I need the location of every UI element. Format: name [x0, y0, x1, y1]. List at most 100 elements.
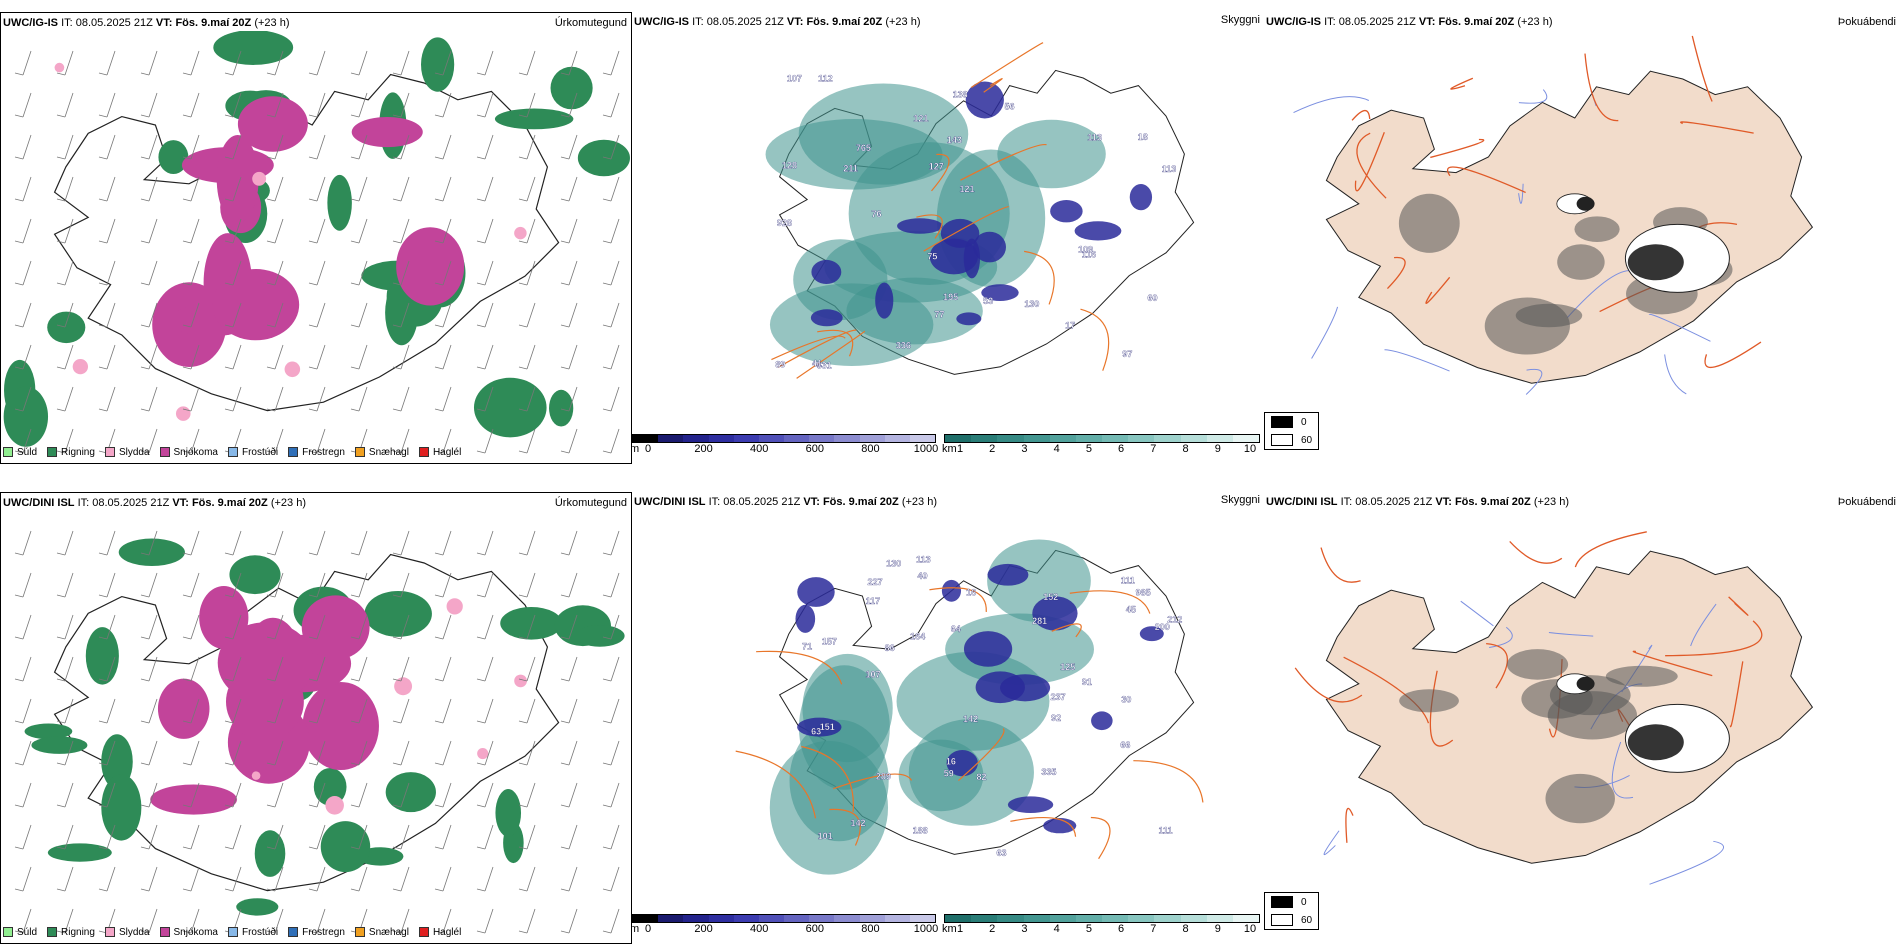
cloud-base-label: 281 — [1032, 616, 1047, 626]
wind-barb — [476, 218, 494, 244]
rain-area — [229, 555, 281, 595]
low-cloud-base-area — [973, 231, 1007, 263]
wind-barb — [182, 698, 200, 724]
wind-barb — [476, 656, 494, 682]
precip-panel-top: UWC/IG-IS IT: 08.05.2025 21Z VT: Fös. 9.… — [0, 12, 632, 464]
wind-barb — [392, 50, 410, 76]
wind-barb — [140, 656, 158, 682]
colorbar-gradient — [944, 434, 1260, 443]
low-cloud-base-area — [1074, 221, 1122, 241]
fog-area — [1557, 244, 1605, 280]
wind-barb — [434, 176, 452, 202]
low-cloud-base-area — [810, 309, 843, 327]
wind-barb — [182, 302, 200, 328]
wind-barb — [392, 428, 410, 454]
cloud-base-label: 188 — [913, 825, 928, 835]
wind-barb — [392, 572, 410, 598]
road — [1354, 132, 1385, 192]
wind-barb — [266, 428, 284, 454]
low-visibility-area — [765, 119, 943, 190]
legend-label: Frostúði — [241, 926, 279, 938]
colorbar-gradient — [632, 434, 936, 443]
wind-barb — [14, 218, 32, 244]
wind-barb — [350, 386, 368, 412]
colorbar-unit: m — [632, 443, 640, 455]
wind-barb — [266, 572, 284, 598]
wind-barb — [224, 92, 242, 118]
colorbar-ticks: 1 2 3 4 5 6 7 8 9 10 — [944, 443, 1260, 455]
wind-barb — [476, 428, 494, 454]
colorbar-tick-label: 800 — [861, 923, 880, 935]
cloud-base-label: 77 — [934, 310, 944, 320]
snow-area — [217, 622, 314, 704]
wind-barb — [98, 134, 116, 160]
wind-barb — [602, 302, 620, 328]
fog-area — [1576, 196, 1595, 211]
wind-barb — [602, 698, 620, 724]
panel-title: Þokuábendi — [1837, 16, 1896, 28]
river — [1489, 626, 1513, 648]
fog-legend-swatch — [1271, 434, 1293, 446]
wind-barb — [266, 614, 284, 640]
cloud-base-label: 53 — [983, 296, 993, 306]
fog-area — [1576, 676, 1595, 691]
river — [1611, 741, 1634, 799]
wind-barb — [560, 260, 578, 286]
wind-barb — [476, 908, 494, 934]
wind-barb — [476, 614, 494, 640]
wind-barb — [434, 698, 452, 724]
wind-barb — [266, 176, 284, 202]
wind-barb — [350, 782, 368, 808]
wind-barb — [224, 740, 242, 766]
wind-barb — [560, 698, 578, 724]
wind-barb — [14, 302, 32, 328]
wind-barb — [308, 908, 326, 934]
wind-barb — [266, 92, 284, 118]
wind-barb — [392, 302, 410, 328]
rain-area — [24, 723, 73, 740]
wind-barb — [518, 740, 536, 766]
sleet-area — [446, 598, 463, 615]
low-cloud-base-area — [897, 218, 943, 234]
sleet-area — [72, 358, 89, 375]
rain-area — [550, 66, 593, 110]
wind-barb — [182, 50, 200, 76]
low-cloud-base-area — [963, 631, 1013, 667]
panel-header: UWC/DINI ISL IT: 08.05.2025 21Z VT: Fös.… — [1266, 496, 1569, 508]
wind-barb — [308, 92, 326, 118]
road — [1574, 531, 1647, 568]
wind-barb — [434, 572, 452, 598]
fog-legend: 0 60 — [1264, 412, 1320, 450]
sleet-area — [252, 171, 267, 186]
wind-barb — [56, 134, 74, 160]
road — [777, 329, 857, 368]
low-cloud-base-area — [1007, 796, 1054, 814]
wind-barb — [14, 614, 32, 640]
cloud-base-label: 45 — [1126, 605, 1136, 615]
wind-barb — [350, 176, 368, 202]
wind-barb — [476, 824, 494, 850]
road — [1704, 341, 1762, 369]
river — [1649, 840, 1724, 885]
road — [1356, 132, 1387, 199]
wind-barb — [434, 386, 452, 412]
wind-barb — [560, 50, 578, 76]
low-cloud-base-area — [956, 312, 982, 326]
snow-area — [216, 134, 259, 224]
wind-barb — [182, 92, 200, 118]
colorbar-tick-label: 9 — [1214, 923, 1221, 935]
snow-area — [157, 678, 210, 739]
wind-barb — [434, 530, 452, 556]
wind-barb — [518, 782, 536, 808]
cloud-base-label: 64 — [951, 624, 961, 634]
colorbar-tick-label: 400 — [750, 443, 769, 455]
wind-barb — [98, 260, 116, 286]
rain-area — [158, 140, 189, 175]
fog-legend-swatch — [1271, 914, 1293, 926]
wind-barb — [56, 344, 74, 370]
fog-legend-row: 0 — [1265, 893, 1318, 911]
rain-area — [47, 311, 86, 344]
low-cloud-base-area — [940, 218, 980, 248]
panel-title: Skyggni — [1220, 494, 1260, 506]
wind-barb — [14, 698, 32, 724]
